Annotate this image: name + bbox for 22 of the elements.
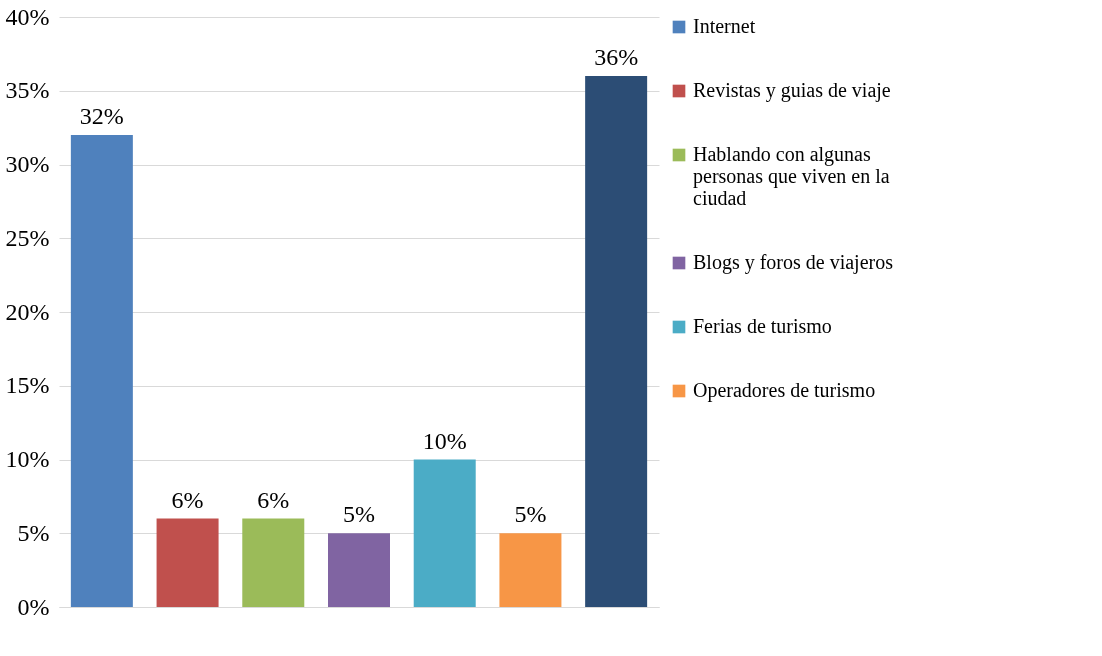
y-tick-label: 30% bbox=[5, 151, 50, 177]
data-label: 5% bbox=[343, 501, 375, 528]
legend-label: Hablando con algunas personas que viven en la ciudad bbox=[693, 143, 890, 209]
y-tick-label: 20% bbox=[5, 298, 50, 325]
legend-label: Revistas y guias de viaje bbox=[693, 79, 891, 102]
y-tick-label: 25% bbox=[5, 224, 50, 251]
data-label: 6% bbox=[257, 486, 290, 513]
data-label: 10% bbox=[422, 427, 467, 454]
legend-label: Blogs y foros de viajeros bbox=[693, 251, 894, 274]
data-label: 5% bbox=[514, 501, 547, 528]
legend-label: Ferias de turismo bbox=[693, 315, 832, 337]
legend-label: Operadores de turismo bbox=[693, 379, 876, 402]
y-tick-label: 5% bbox=[17, 519, 50, 546]
legend-label: Internet bbox=[693, 15, 756, 37]
y-tick-label: 15% bbox=[5, 372, 50, 399]
data-label: 32% bbox=[79, 103, 124, 129]
y-tick-label: 10% bbox=[5, 446, 50, 472]
data-label: 6% bbox=[171, 486, 204, 513]
y-tick-label: 0% bbox=[17, 593, 50, 620]
y-tick-label: 40% bbox=[5, 3, 50, 30]
data-label: 36% bbox=[594, 44, 639, 70]
y-tick-label: 35% bbox=[5, 77, 50, 104]
